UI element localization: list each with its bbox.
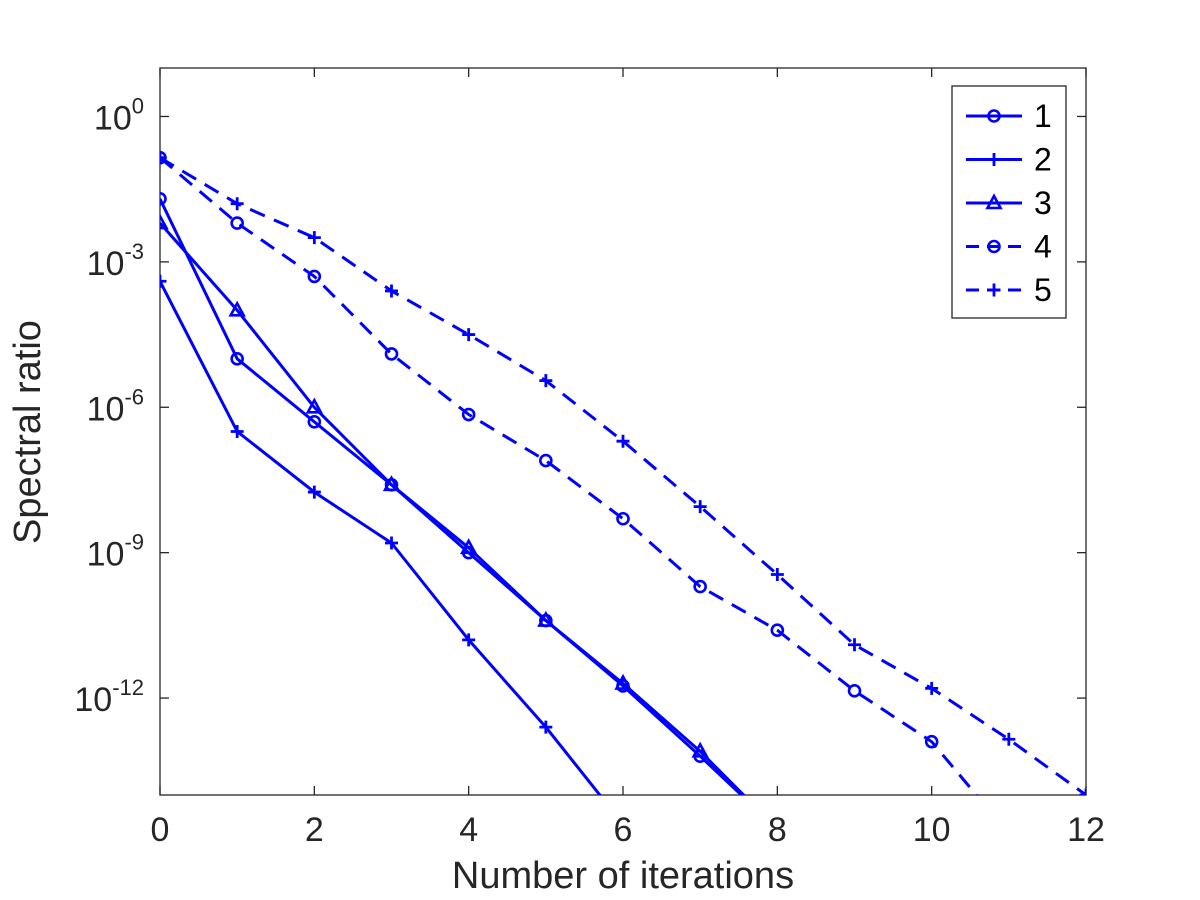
- data-point: [459, 538, 478, 555]
- data-point: [160, 192, 167, 206]
- series-3: [160, 213, 746, 795]
- data-point: [693, 500, 707, 514]
- series-line: [160, 156, 979, 795]
- legend-label: 2: [1034, 142, 1052, 178]
- data-point: [160, 274, 167, 288]
- legend-label: 5: [1034, 272, 1052, 308]
- data-point: [230, 425, 244, 438]
- x-tick-label: 4: [459, 811, 478, 849]
- data-point: [924, 734, 939, 749]
- legend-entry-4: 4: [966, 229, 1052, 265]
- x-axis-ticks: 0 2 4 6 8 10 12: [151, 68, 1105, 849]
- legend-marker: [987, 239, 1001, 254]
- data-point: [462, 633, 476, 647]
- data-point: [537, 610, 555, 627]
- data-point: [616, 434, 630, 448]
- data-point: [160, 151, 167, 165]
- data-point: [385, 284, 398, 298]
- legend-label: 4: [1034, 229, 1052, 265]
- y-axis-ticks: 100 10-3 10-6 10-9 10-12: [74, 93, 1086, 719]
- data-point: [228, 300, 246, 317]
- series-2: [160, 274, 602, 795]
- data-point: [925, 681, 939, 695]
- legend-entry-2: 2: [966, 142, 1052, 178]
- legend-marker: [987, 283, 1001, 297]
- series-5: [160, 151, 1086, 795]
- series-line: [160, 222, 746, 795]
- x-axis-title: Number of iterations: [452, 855, 794, 897]
- x-tick-label: 6: [614, 811, 633, 849]
- data-point: [770, 623, 785, 638]
- data-point: [539, 374, 553, 388]
- data-point: [614, 673, 632, 690]
- data-point: [691, 741, 709, 758]
- data-point: [382, 475, 401, 492]
- legend-entry-5: 5: [966, 272, 1052, 308]
- data-point: [385, 536, 398, 550]
- y-tick-label: 100: [94, 93, 144, 137]
- y-tick-label: 10-6: [87, 384, 144, 428]
- y-tick-label: 10-12: [74, 675, 144, 719]
- x-tick-label: 12: [1067, 811, 1105, 849]
- data-point: [461, 407, 476, 422]
- data-point: [230, 197, 244, 211]
- x-tick-label: 2: [305, 811, 324, 849]
- y-tick-label: 10-3: [87, 239, 144, 283]
- y-tick-label: 10-9: [87, 530, 144, 574]
- legend-marker: [985, 193, 1003, 210]
- data-point: [847, 683, 862, 698]
- data-point: [307, 269, 322, 284]
- legend-label: 3: [1034, 185, 1052, 221]
- data-point: [230, 351, 244, 366]
- data-point: [230, 216, 244, 230]
- legend: 1 2 3 4 5: [951, 85, 1067, 319]
- data-point: [462, 328, 476, 342]
- data-point: [616, 511, 630, 526]
- data-point: [539, 720, 553, 734]
- y-axis-title: Spectral ratio: [7, 320, 49, 544]
- x-tick-label: 0: [151, 811, 170, 849]
- legend-marker: [987, 153, 1001, 166]
- x-tick-label: 10: [913, 811, 951, 849]
- data-point: [770, 567, 784, 581]
- legend-entry-1: 1: [966, 98, 1052, 134]
- data-point: [848, 638, 861, 652]
- data-point: [1003, 828, 1014, 839]
- data-point: [384, 347, 399, 361]
- legend-entry-3: 3: [966, 185, 1052, 221]
- series-layer: [160, 150, 1086, 839]
- x-tick-label: 8: [768, 811, 787, 849]
- data-point: [305, 397, 324, 414]
- data-point: [1002, 732, 1016, 746]
- data-point: [693, 579, 707, 594]
- legend-label: 1: [1034, 98, 1052, 134]
- data-point: [539, 453, 553, 468]
- legend-marker: [987, 109, 1001, 123]
- data-point: [160, 213, 169, 230]
- data-point: [307, 485, 321, 499]
- data-point: [307, 415, 322, 429]
- data-point: [307, 231, 321, 245]
